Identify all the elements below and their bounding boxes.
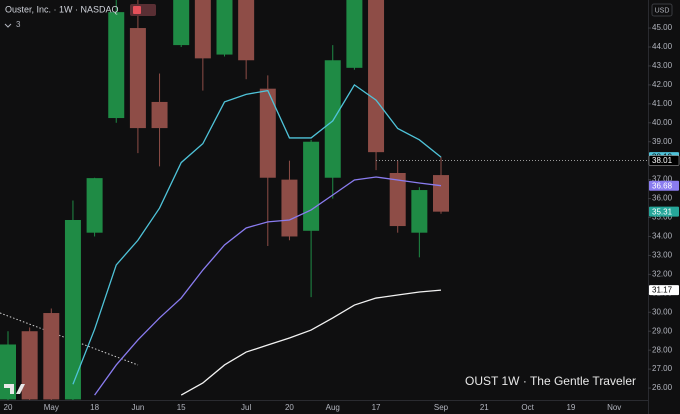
price-label: 36.68 — [652, 181, 673, 190]
y-tick-label: 39.00 — [652, 137, 673, 146]
x-tick-label: Jul — [241, 403, 251, 412]
x-tick-label: Jun — [131, 403, 144, 412]
chart-title: Ouster, Inc. · 1W · NASDAQ — [5, 4, 119, 14]
candle-body — [433, 175, 449, 212]
y-tick-label: 27.00 — [652, 364, 673, 373]
price-label-box — [649, 285, 679, 296]
candle-body — [259, 88, 276, 178]
y-tick-label: 45.00 — [652, 23, 673, 32]
candle-body — [43, 313, 60, 400]
candle-body — [21, 331, 38, 400]
candle-body — [151, 101, 168, 129]
y-tick-label: 41.00 — [652, 99, 673, 108]
x-tick-label: Oct — [521, 403, 534, 412]
candle-body — [324, 60, 341, 178]
candle-body — [389, 172, 406, 227]
y-tick-label: 44.00 — [652, 42, 673, 51]
currency-box[interactable] — [651, 3, 673, 17]
tradingview-logo[interactable] — [4, 384, 25, 394]
y-tick-label: 43.00 — [652, 61, 673, 70]
collapse-arrow[interactable] — [4, 23, 12, 28]
currency[interactable]: USD — [655, 7, 670, 14]
moving-average — [94, 176, 442, 396]
y-tick-label: 36.00 — [652, 194, 673, 203]
price-label-box — [649, 180, 679, 191]
price-label-box — [649, 206, 679, 217]
candle-body — [129, 28, 146, 129]
badge-icon — [133, 6, 141, 14]
price-label: 31.17 — [652, 286, 673, 295]
x-tick-label: 20 — [4, 403, 13, 412]
x-tick-label: Sep — [434, 403, 449, 412]
candle-body — [238, 0, 255, 61]
candle-body — [411, 190, 428, 233]
y-tick-label: 42.00 — [652, 80, 673, 89]
x-tick-label: 21 — [480, 403, 489, 412]
candle-body — [303, 141, 320, 231]
x-tick-label: 20 — [285, 403, 294, 412]
watermark: OUST 1W · The Gentle Traveler — [465, 374, 636, 388]
candle-body — [64, 219, 81, 400]
x-tick-label: Nov — [607, 403, 621, 412]
candle-body — [368, 0, 385, 153]
candle-body — [194, 0, 211, 59]
y-tick-label: 30.00 — [652, 307, 673, 316]
y-tick-label: 26.00 — [652, 383, 673, 392]
price-label-box — [648, 155, 680, 166]
plot-area — [0, 0, 449, 400]
price-label: 35.31 — [652, 207, 673, 216]
candle-body — [346, 0, 363, 68]
x-tick-label: May — [44, 403, 59, 412]
y-tick-label: 35.00 — [652, 213, 673, 222]
moving-average — [72, 83, 442, 385]
y-tick-label: 40.00 — [652, 118, 673, 127]
price-label: 38.01 — [652, 156, 673, 165]
y-tick-label: 29.00 — [652, 326, 673, 335]
y-tick-label: 33.00 — [652, 251, 673, 260]
y-tick-label: 37.00 — [652, 175, 673, 184]
x-tick-label: 18 — [90, 403, 99, 412]
candle-body — [86, 178, 103, 233]
y-tick-label: 28.00 — [652, 345, 673, 354]
y-tick-label: 34.00 — [652, 232, 673, 241]
y-tick-label: 32.00 — [652, 269, 673, 278]
candle-body — [108, 12, 125, 119]
x-tick-label: 17 — [372, 403, 381, 412]
x-tick-label: 19 — [566, 403, 575, 412]
x-tick-label: 15 — [177, 403, 186, 412]
candle-body — [173, 0, 190, 46]
indicator-count[interactable]: 3 — [16, 20, 21, 29]
candle-body — [216, 0, 233, 55]
candle-body — [281, 179, 298, 237]
moving-average — [180, 289, 442, 396]
x-tick-label: Aug — [326, 403, 340, 412]
